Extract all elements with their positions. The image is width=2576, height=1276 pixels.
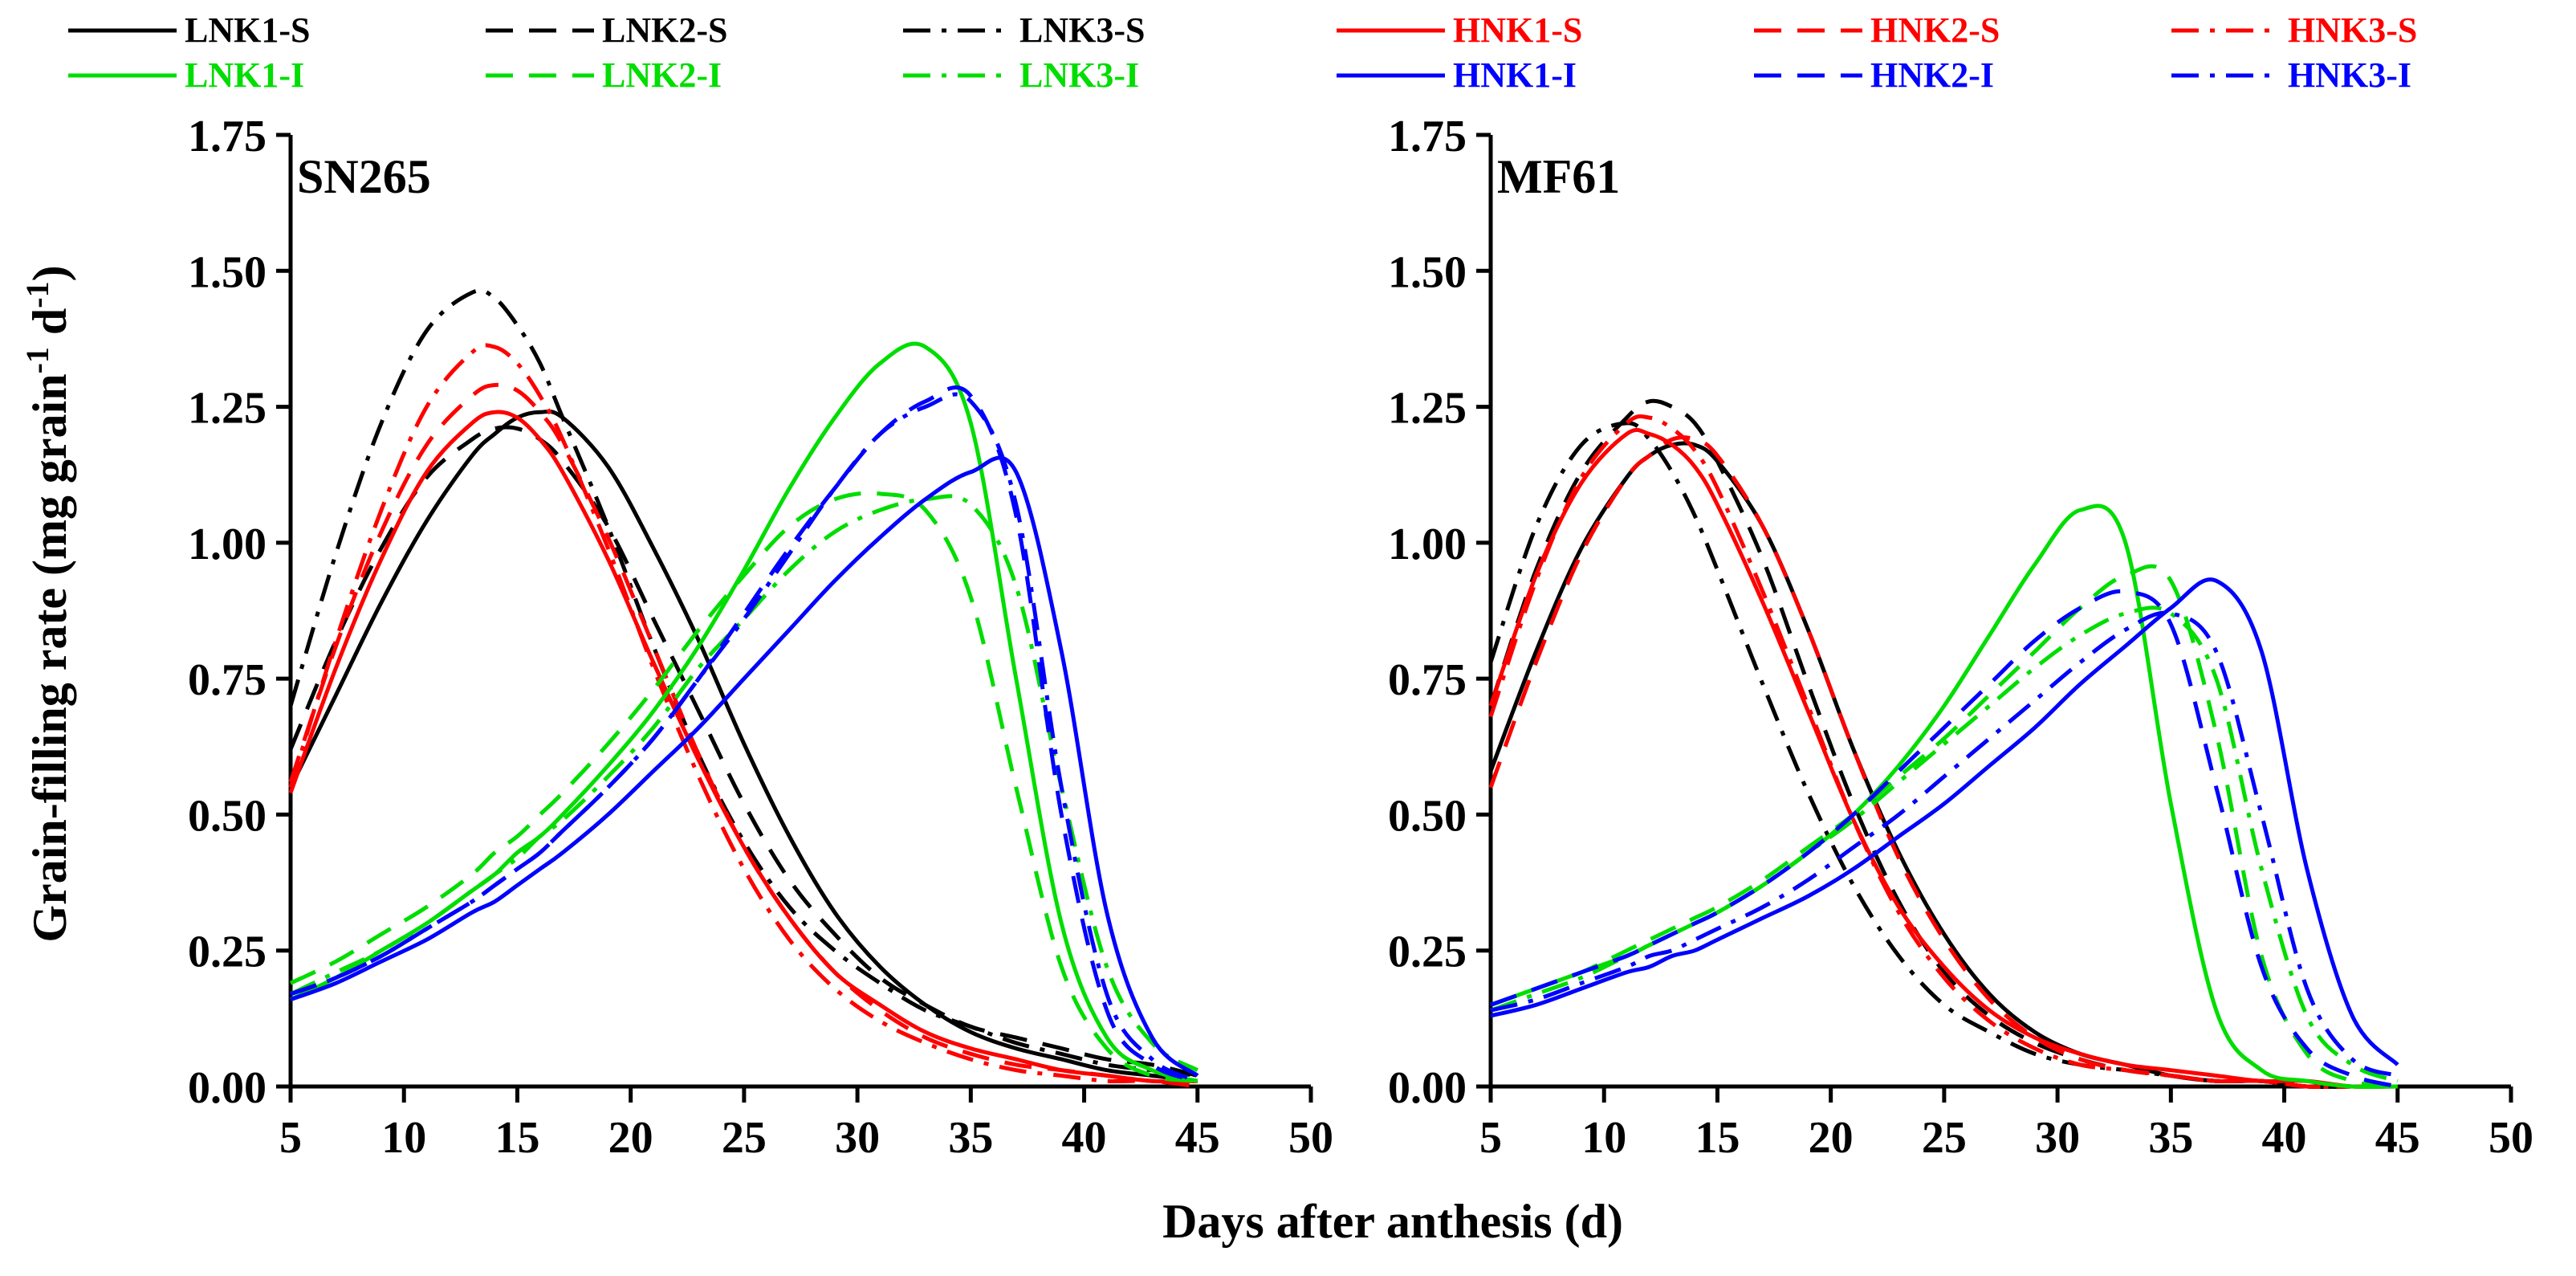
series-line-hnk3-i [1490, 610, 2399, 1078]
x-tick-label: 25 [722, 1113, 767, 1163]
y-axis-label: Grain-filling rate (mg grain-1 d-1) [19, 265, 76, 942]
series-line-hnk2-i [290, 385, 1198, 1083]
y-tick-label: 0.50 [188, 791, 267, 841]
legend-label-lnk1-s: LNK1-S [185, 10, 310, 50]
legend-entry-lnk1-i: LNK1-I [68, 55, 304, 95]
x-axis-label: Days after anthesis (d) [1162, 1195, 1623, 1248]
legend-label-hnk3-s: HNK3-S [2288, 10, 2417, 50]
y-tick-label: 1.50 [188, 247, 267, 297]
legend-entry-lnk3-s: LNK3-S [903, 10, 1145, 50]
x-tick-label: 35 [948, 1113, 993, 1163]
x-tick-label: 45 [1175, 1113, 1220, 1163]
legend-label-lnk3-s: LNK3-S [1019, 10, 1145, 50]
legend-entry-lnk2-s: LNK2-S [486, 10, 727, 50]
y-tick-label: 1.25 [188, 384, 267, 434]
legend-entry-lnk1-s: LNK1-S [68, 10, 310, 50]
series-line-hnk2-i [1490, 589, 2399, 1089]
x-tick-label: 15 [1695, 1113, 1740, 1163]
legend-label-hnk2-s: HNK2-S [1870, 10, 2000, 50]
x-tick-label: 40 [2262, 1113, 2307, 1163]
x-tick-label: 45 [2375, 1113, 2420, 1163]
series-line-hnk2-s [1488, 435, 2398, 1089]
y-tick-label: 1.25 [1388, 384, 1467, 434]
x-tick-label: 15 [494, 1113, 539, 1163]
legend-label-hnk1-s: HNK1-S [1453, 10, 1582, 50]
x-tick-label: 10 [381, 1113, 426, 1163]
series-line-lnk1-s [288, 409, 1198, 1083]
y-tick-label: 0.75 [1388, 655, 1467, 705]
chart-panel-sn265: 0.00 0.25 0.50 0.75 1.00 1.25 1.50 1.75 5 10 15 20 2… [188, 112, 1333, 1163]
x-tick-label: 20 [608, 1113, 653, 1163]
x-tick-label: 40 [1062, 1113, 1107, 1163]
legend-entry-hnk2-i: HNK2-I [1754, 55, 1994, 95]
legend-label-hnk3-i: HNK3-I [2288, 55, 2411, 95]
series-line-lnk2-i [1490, 564, 2399, 1089]
x-tick-label: 35 [2148, 1113, 2193, 1163]
y-tick-label: 1.75 [188, 112, 267, 161]
legend-entry-hnk3-i: HNK3-I [2171, 55, 2411, 95]
y-tick-label: 0.25 [1388, 927, 1467, 977]
series-line-hnk3-s [288, 343, 1198, 1089]
x-tick-label: 30 [2035, 1113, 2080, 1163]
legend-entry-hnk1-i: HNK1-I [1337, 55, 1577, 95]
x-tick-label: 10 [1581, 1113, 1626, 1163]
legend-entry-lnk2-i: LNK2-I [486, 55, 722, 95]
series-line-hnk1-s [288, 410, 1198, 1084]
y-tick-label: 1.75 [1388, 112, 1467, 161]
x-tick-label: 25 [1922, 1113, 1967, 1163]
series-line-hnk2-s [288, 382, 1198, 1084]
x-tick-label: 5 [279, 1113, 302, 1163]
legend: LNK1-S LNK2-S LNK3-S HNK1-S HNK2-S HNK3-S LNK1… [68, 10, 2417, 95]
legend-label-lnk2-i: LNK2-I [602, 55, 722, 95]
x-tick-label: 30 [835, 1113, 880, 1163]
series-line-lnk1-i [289, 341, 1198, 1083]
y-tick-label: 0.00 [188, 1063, 267, 1113]
panel-title: SN265 [297, 150, 431, 203]
chart-panel-mf61: 0.00 0.25 0.50 0.75 1.00 1.25 1.50 1.75 5 10 15 20 2… [1388, 112, 2533, 1163]
series-line-hnk1-i [290, 455, 1199, 1078]
y-tick-label: 1.50 [1388, 247, 1467, 297]
y-tick-label: 1.00 [188, 520, 267, 569]
series-line-hnk1-s [1488, 427, 2398, 1089]
legend-entry-hnk2-s: HNK2-S [1754, 10, 2000, 50]
panel-title: MF61 [1497, 150, 1620, 203]
y-tick-label: 0.50 [1388, 791, 1467, 841]
x-tick-label: 50 [1288, 1113, 1333, 1163]
series-line-lnk1-i [1490, 503, 2398, 1089]
x-tick-label: 5 [1479, 1113, 1502, 1163]
legend-label-hnk1-i: HNK1-I [1453, 55, 1577, 95]
legend-label-lnk1-i: LNK1-I [185, 55, 304, 95]
x-tick-label: 50 [2489, 1113, 2533, 1163]
y-tick-label: 0.25 [188, 927, 267, 977]
y-tick-label: 1.00 [1388, 520, 1467, 569]
series-line-hnk3-i [290, 392, 1198, 1083]
legend-entry-hnk3-s: HNK3-S [2171, 10, 2417, 50]
legend-label-lnk2-s: LNK2-S [602, 10, 727, 50]
series-line-lnk2-i [289, 491, 1198, 1083]
y-tick-label: 0.00 [1388, 1063, 1467, 1113]
series-line-lnk1-s [1488, 441, 2398, 1089]
y-tick-label: 0.75 [188, 655, 267, 705]
legend-entry-hnk1-s: HNK1-S [1337, 10, 1582, 50]
series-line-lnk3-s [1488, 421, 2398, 1089]
x-tick-label: 20 [1809, 1113, 1854, 1163]
series-line-lnk3-i [1490, 605, 2399, 1083]
series-line-hnk3-s [1488, 414, 2398, 1089]
legend-label-hnk2-i: HNK2-I [1870, 55, 1994, 95]
legend-entry-lnk3-i: LNK3-I [903, 55, 1139, 95]
series-line-hnk1-i [1490, 577, 2399, 1066]
legend-label-lnk3-i: LNK3-I [1019, 55, 1139, 95]
